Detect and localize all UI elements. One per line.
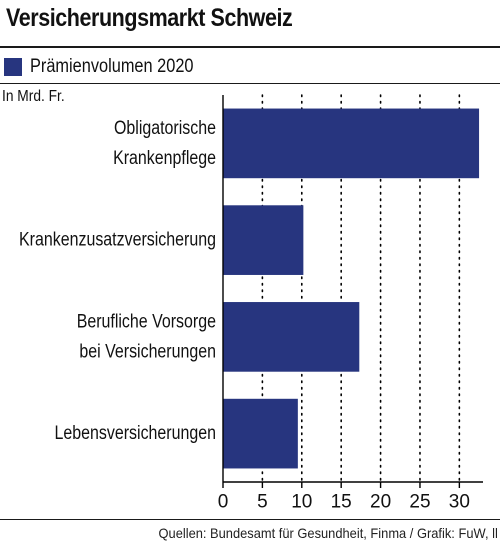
category-label: Krankenpflege xyxy=(113,148,216,169)
unit-label: In Mrd. Fr. xyxy=(2,88,65,105)
x-tick-label: 25 xyxy=(409,492,430,513)
legend-label: Prämienvolumen 2020 xyxy=(30,56,194,77)
x-tick-label: 30 xyxy=(449,492,470,513)
bar xyxy=(223,205,304,275)
x-tick-label: 15 xyxy=(331,492,352,513)
chart-title: Versicherungsmarkt Schweiz xyxy=(6,4,293,32)
x-tick-label: 20 xyxy=(370,492,391,513)
legend: Prämienvolumen 2020 xyxy=(4,56,220,78)
bar xyxy=(223,302,360,372)
x-tick-label: 0 xyxy=(218,492,229,513)
x-tick-label: 10 xyxy=(291,492,312,513)
title-divider xyxy=(0,46,500,48)
category-label: Obligatorische xyxy=(114,118,216,139)
category-label: Krankenzusatzversicherung xyxy=(19,230,216,251)
bar xyxy=(223,108,480,179)
category-label: Berufliche Vorsorge xyxy=(77,311,216,332)
bar xyxy=(223,398,298,469)
category-label: bei Versicherungen xyxy=(79,341,216,362)
source-note: Quellen: Bundesamt für Gesundheit, Finma… xyxy=(158,525,498,541)
footer-divider xyxy=(0,519,500,520)
x-tick-label: 5 xyxy=(257,492,268,513)
legend-divider xyxy=(0,83,500,84)
category-label: Lebensversicherungen xyxy=(55,423,217,444)
legend-swatch xyxy=(4,58,22,76)
